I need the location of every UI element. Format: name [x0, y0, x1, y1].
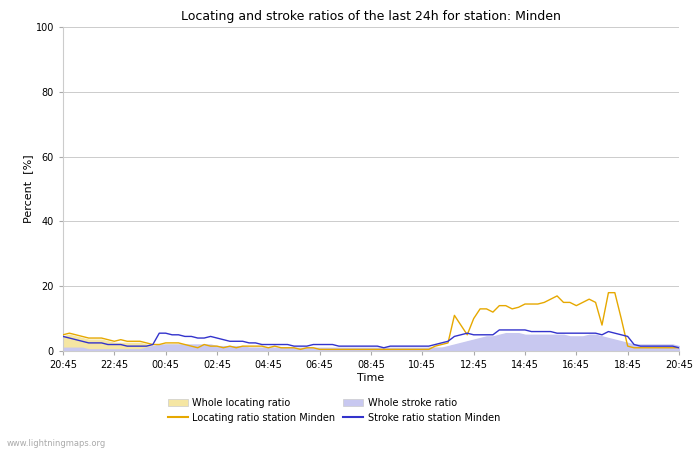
Y-axis label: Percent  [%]: Percent [%] — [23, 155, 33, 223]
Title: Locating and stroke ratios of the last 24h for station: Minden: Locating and stroke ratios of the last 2… — [181, 10, 561, 23]
X-axis label: Time: Time — [358, 373, 384, 383]
Text: www.lightningmaps.org: www.lightningmaps.org — [7, 439, 106, 448]
Legend: Whole locating ratio, Locating ratio station Minden, Whole stroke ratio, Stroke : Whole locating ratio, Locating ratio sta… — [168, 398, 500, 423]
